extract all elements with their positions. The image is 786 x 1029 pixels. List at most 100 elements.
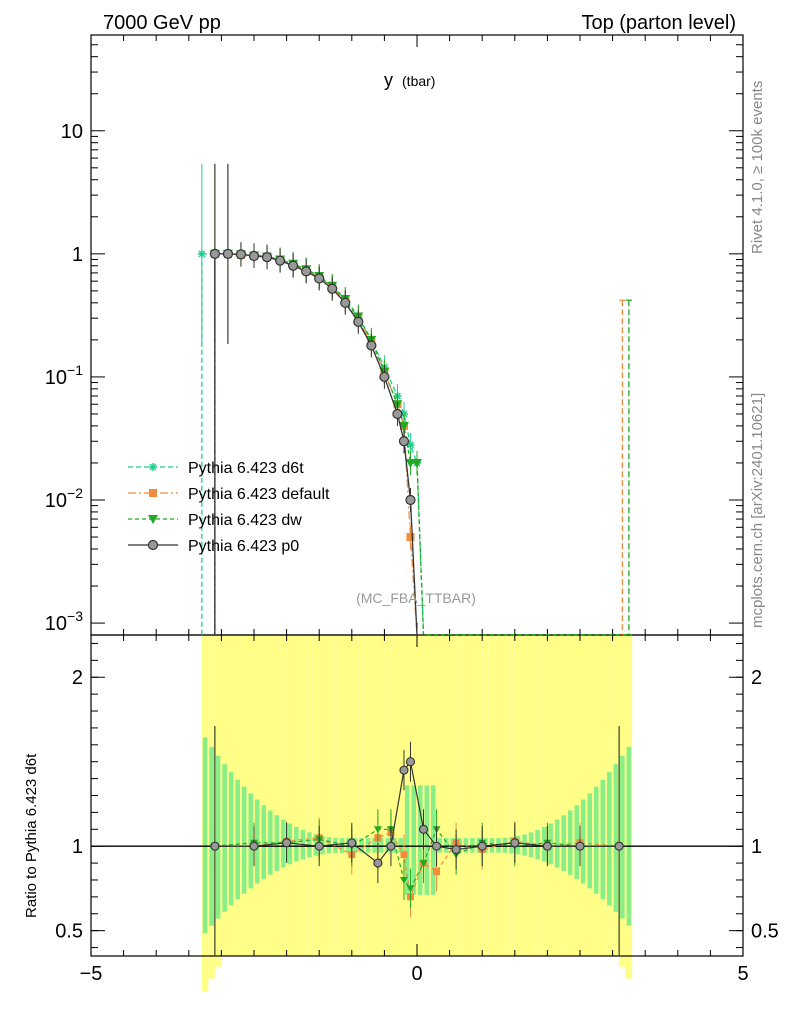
band-green xyxy=(535,829,540,860)
ratio-marker-p0 xyxy=(405,757,416,767)
band-green xyxy=(333,837,338,853)
band-yellow xyxy=(390,635,398,956)
marker-p0 xyxy=(392,408,403,420)
ratio-marker-dw xyxy=(373,826,382,834)
band-yellow xyxy=(534,635,541,956)
marker-p0 xyxy=(379,371,390,383)
rivet-label: Rivet 4.1.0, ≥ 100k events xyxy=(749,81,766,254)
marker-p0 xyxy=(398,436,410,447)
ratio-ytick-label: 2 xyxy=(72,667,83,689)
header-left-title: 7000 GeV pp xyxy=(103,12,221,34)
band-green xyxy=(404,785,410,895)
band-green xyxy=(600,779,606,900)
band-yellow xyxy=(319,635,326,956)
band-yellow xyxy=(456,635,463,956)
band-yellow xyxy=(371,635,378,956)
band-green xyxy=(561,815,566,871)
marker-p0 xyxy=(301,266,312,277)
band-green xyxy=(470,838,475,853)
marker-p0 xyxy=(261,252,273,263)
legend-label-default: Pythia 6.423 default xyxy=(188,486,330,503)
band-yellow xyxy=(293,635,300,956)
ratio-marker-p0 xyxy=(373,858,383,868)
marker-p0 xyxy=(405,494,416,506)
ratio-marker-p0 xyxy=(399,765,409,775)
ratio-marker-dw xyxy=(419,860,428,868)
ratio-marker-default xyxy=(433,868,441,876)
band-yellow xyxy=(469,635,476,956)
band-green xyxy=(365,838,371,853)
ratio-marker-p0 xyxy=(249,841,259,851)
ratio-marker-p0 xyxy=(510,838,520,848)
legend-label-dw: Pythia 6.423 dw xyxy=(188,512,302,529)
band-yellow xyxy=(475,635,483,956)
band-yellow xyxy=(495,635,502,956)
band-yellow xyxy=(449,635,457,956)
band-yellow xyxy=(384,635,391,956)
band-green xyxy=(613,764,619,912)
series-line-p0 xyxy=(214,253,431,636)
mcplots-label: mcplots.cern.ch [arXiv:2401.10621] xyxy=(749,393,766,628)
ratio-ytick-label: 1 xyxy=(72,836,83,858)
xtick-label: 5 xyxy=(737,963,748,985)
band-yellow xyxy=(436,635,444,956)
band-yellow xyxy=(488,635,496,956)
band-yellow xyxy=(299,635,307,956)
band-yellow xyxy=(332,635,339,956)
band-green xyxy=(359,838,364,853)
band-yellow xyxy=(312,635,320,956)
ratio-marker-p0 xyxy=(314,841,324,851)
marker-p0 xyxy=(366,340,377,351)
ratio-ylabel: Ratio to Pythia 6.423 d6t xyxy=(23,753,40,918)
plot-title: y (tbar) xyxy=(384,70,435,90)
analysis-label: (MC_FBA_TTBAR) xyxy=(356,590,476,606)
band-yellow xyxy=(560,635,567,956)
legend-marker-dw xyxy=(148,515,158,524)
band-green xyxy=(228,772,234,906)
band-green xyxy=(444,838,449,853)
band-green xyxy=(554,819,560,868)
ratio-axes: 2 2 1 1 0.5 0.5 −5 0 5 xyxy=(55,635,779,985)
band-green xyxy=(202,737,208,934)
band-green xyxy=(594,786,599,894)
ratio-marker-p0 xyxy=(210,841,220,851)
ratio-marker-p0 xyxy=(542,841,552,851)
band-yellow xyxy=(306,635,313,956)
band-green xyxy=(268,810,273,875)
ratio-marker-p0 xyxy=(432,841,442,851)
marker-p0 xyxy=(248,250,260,262)
main-ytick-label: 10−3 xyxy=(45,608,83,635)
band-green xyxy=(626,746,632,926)
band-yellow xyxy=(521,635,528,956)
band-yellow xyxy=(580,635,587,956)
ratio-marker-dw xyxy=(406,885,415,893)
ratio-marker-p0 xyxy=(418,824,429,834)
legend-marker-d6t xyxy=(149,463,157,471)
band-yellow xyxy=(501,635,509,956)
main-ytick-label: 10−1 xyxy=(45,362,83,389)
band-yellow xyxy=(377,635,385,956)
band-yellow xyxy=(508,635,515,956)
marker-dw xyxy=(405,458,416,468)
band-green xyxy=(222,764,227,912)
ratio-ytick-label-right: 2 xyxy=(751,667,762,689)
band-green xyxy=(587,793,593,889)
band-yellow xyxy=(286,635,294,956)
band-yellow xyxy=(566,635,574,956)
band-yellow xyxy=(482,635,489,956)
band-yellow xyxy=(280,635,287,956)
legend-marker-default xyxy=(149,489,157,497)
band-green xyxy=(235,779,240,900)
band-green xyxy=(209,746,214,926)
ratio-series xyxy=(210,726,624,956)
legend-label-d6t: Pythia 6.423 d6t xyxy=(188,460,304,477)
ratio-uncertainty-bands xyxy=(201,635,633,992)
ratio-marker-p0 xyxy=(451,845,461,855)
legend: Pythia 6.423 d6t Pythia 6.423 default Pyth… xyxy=(128,460,330,555)
main-ytick-label: 1 xyxy=(72,244,83,266)
band-yellow xyxy=(462,635,470,956)
marker-dw xyxy=(412,458,422,468)
ratio-ytick-label: 0.5 xyxy=(55,921,83,943)
legend-label-p0: Pythia 6.423 p0 xyxy=(188,538,299,555)
ratio-ytick-label-right: 1 xyxy=(751,836,762,858)
